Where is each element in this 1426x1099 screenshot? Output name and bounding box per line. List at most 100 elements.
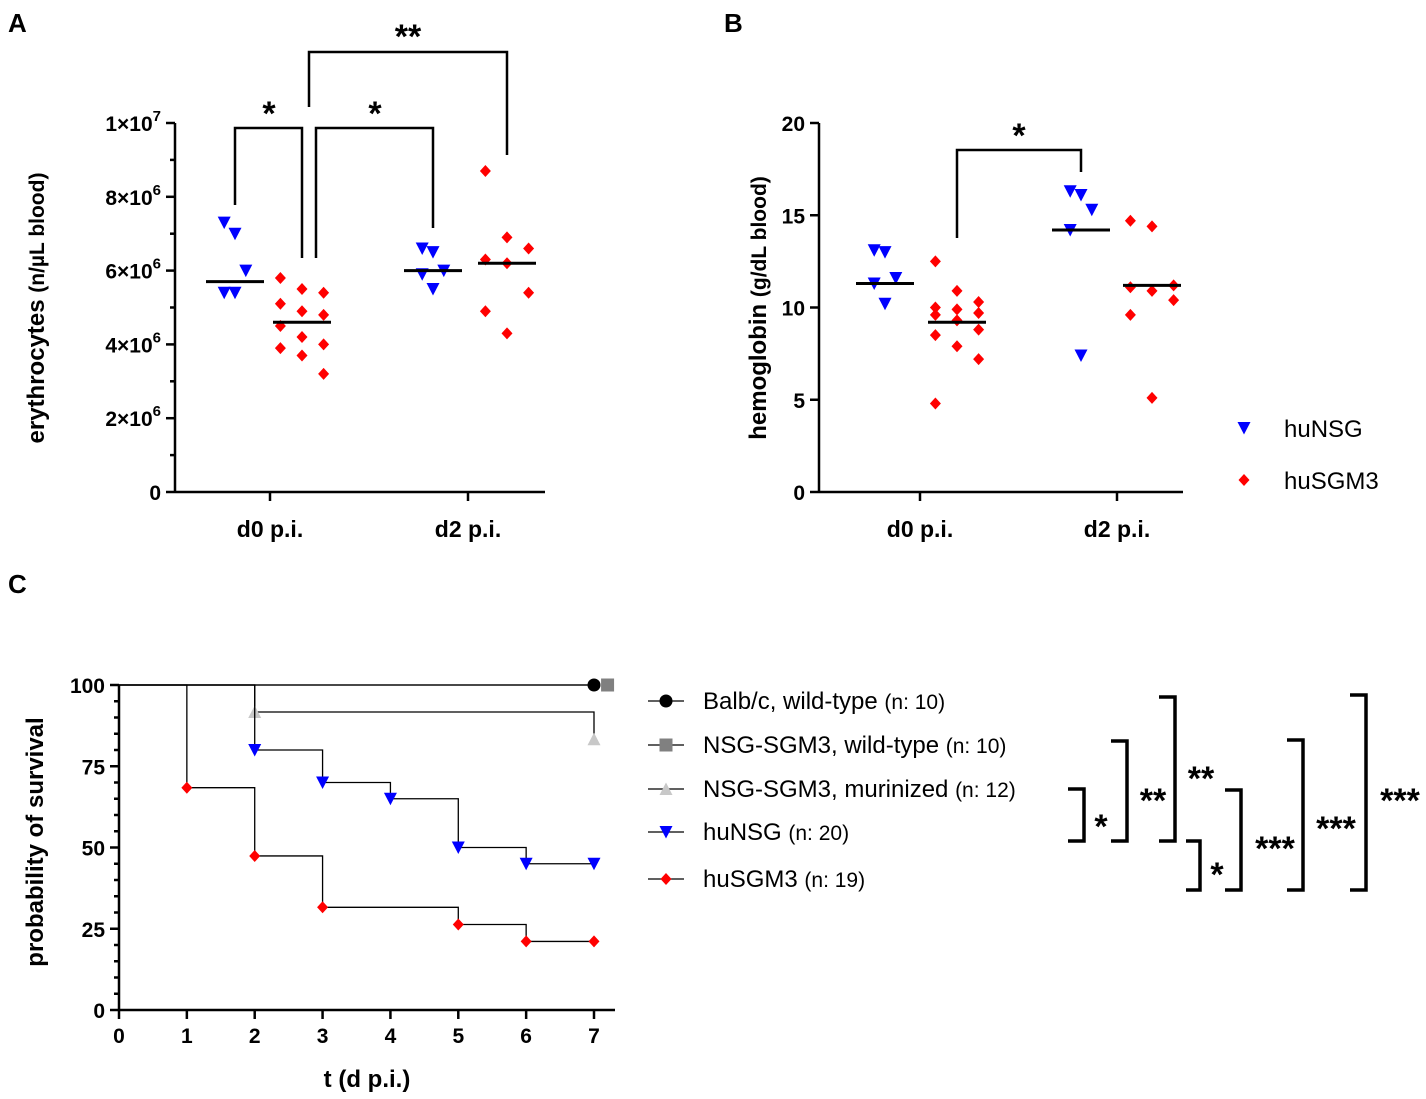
legend-huSGM3-marker <box>1238 474 1250 486</box>
panel-a-category-label: d0 p.i. <box>237 516 303 542</box>
panel-a-y-title: erythrocytes (n/µL blood) <box>23 173 50 444</box>
panel-a-label: A <box>8 8 27 38</box>
legend-c-marker <box>660 873 672 885</box>
sig-bracket-c <box>1068 787 1086 843</box>
survival-marker-husgm3 <box>452 918 464 931</box>
legend-c-label: huNSG (n: 20) <box>703 819 849 846</box>
panel-a-point-huNSG <box>217 216 231 230</box>
panel-a-point-huSGM3 <box>501 327 513 340</box>
panel-b-point-huNSG <box>1074 349 1088 362</box>
panel-c-x-tick-label: 1 <box>181 1025 193 1048</box>
sig-bracket-c <box>1159 695 1177 843</box>
panel-c-x-tick-label: 7 <box>588 1025 600 1048</box>
panel-c-x-tick-label: 0 <box>113 1025 125 1048</box>
panel-c-y-tick-label: 100 <box>70 675 105 698</box>
panel-a-point-huSGM3 <box>479 305 491 318</box>
survival-marker-hunsg <box>316 776 330 789</box>
panel-a-point-huSGM3 <box>501 231 513 244</box>
survival-line-hunsg <box>119 684 594 865</box>
sig-label-c: ** <box>1140 782 1167 820</box>
panel-a-point-huNSG <box>415 242 429 255</box>
panel-b-sig-label: * <box>1012 117 1026 155</box>
panel-b-sig-bracket <box>955 148 1083 238</box>
panel-a-sig-bracket <box>233 126 304 258</box>
panel-b-point-huSGM3 <box>1168 294 1180 307</box>
panel-a-point-huSGM3 <box>523 242 535 255</box>
sig-label-c: *** <box>1380 782 1420 820</box>
sig-label-c: ** <box>1188 760 1215 798</box>
panel-b-point-huSGM3 <box>1124 308 1136 321</box>
panel-b-point-huSGM3 <box>929 397 941 410</box>
panel-b-y-title: hemoglobin (g/dL blood) <box>745 176 772 440</box>
panel-b-point-huSGM3 <box>1146 391 1158 404</box>
survival-line-nsg-sgm3-murinized <box>119 684 595 740</box>
panel-a-point-huSGM3 <box>296 283 308 296</box>
panel-c-x-tick-label: 3 <box>317 1025 329 1048</box>
panel-b-point-huNSG <box>878 297 892 311</box>
survival-marker-husgm3 <box>249 849 261 862</box>
panel-b-point-huSGM3 <box>929 329 941 342</box>
panel-a-point-huNSG <box>239 264 253 278</box>
panel-b-point-huSGM3 <box>951 314 963 327</box>
panel-c-label: C <box>8 569 27 599</box>
panel-b-label: B <box>724 8 743 38</box>
panel-a-y-tick-label: 2×106 <box>105 403 161 431</box>
panel-c-x-tick-label: 2 <box>249 1025 261 1048</box>
panel-c-x-title: t (d p.i.) <box>324 1066 411 1093</box>
sig-label-c: * <box>1094 808 1108 846</box>
panel-b-point-huSGM3 <box>973 323 985 336</box>
panel-a-point-huSGM3 <box>479 164 491 177</box>
panel-c-y-tick-label: 0 <box>93 1000 105 1023</box>
panel-a-point-huSGM3 <box>274 342 286 355</box>
panel-a-sig-label: * <box>368 95 382 133</box>
panel-a-sig-label: * <box>262 95 276 133</box>
panel-b-point-huSGM3 <box>929 301 941 314</box>
panel-b-point-huSGM3 <box>1124 214 1136 227</box>
survival-marker-husgm3 <box>317 901 329 914</box>
panel-b-point-huNSG <box>1085 203 1099 217</box>
panel-b-y-tick-label: 15 <box>782 205 806 228</box>
panel-a-y-tick-label: 4×106 <box>105 329 161 357</box>
sig-bracket-c <box>1287 738 1305 892</box>
panel-a-point-huSGM3 <box>318 338 330 351</box>
panel-b-point-huNSG <box>867 244 881 257</box>
panel-c: C 0 25 50 75 100 0 1 2 3 4 5 6 7 t (d p.i.) probability… <box>8 569 1421 1093</box>
legend-c-marker <box>659 694 673 708</box>
panel-a-point-huNSG <box>228 286 242 300</box>
panel-b-y-tick-label: 0 <box>793 482 805 505</box>
panel-b-point-huNSG <box>1063 185 1077 198</box>
panel-c-x-tick-label: 5 <box>452 1025 464 1048</box>
panel-a-point-huSGM3 <box>296 331 308 344</box>
panel-b-category-label: d2 p.i. <box>1084 516 1150 542</box>
panel-a-sig-bracket <box>307 50 509 155</box>
panel-b-point-huSGM3 <box>973 307 985 320</box>
panel-b-point-huSGM3 <box>1146 284 1158 297</box>
sig-label-c: * <box>1210 856 1224 894</box>
survival-marker-husgm3 <box>181 781 193 794</box>
panel-c-y-tick-label: 75 <box>82 756 106 779</box>
panel-a-category-label: d2 p.i. <box>435 516 501 542</box>
legend-c-label: huSGM3 (n: 19) <box>703 866 865 893</box>
panel-b-point-huSGM3 <box>1124 281 1136 294</box>
legend-c-label: Balb/c, wild-type (n: 10) <box>703 688 945 715</box>
panel-c-x-tick-label: 6 <box>520 1025 532 1048</box>
survival-marker-hunsg <box>451 841 465 854</box>
sig-label-c: *** <box>1255 830 1295 868</box>
legend-c-label: NSG-SGM3, murinized (n: 12) <box>703 776 1016 803</box>
panel-b-point-huSGM3 <box>1146 220 1158 233</box>
panel-b-point-huSGM3 <box>973 353 985 366</box>
panel-b-category-label: d0 p.i. <box>887 516 953 542</box>
panel-a-sig-label: ** <box>395 18 422 56</box>
survival-marker-hunsg <box>248 744 262 757</box>
panel-b: B 0 5 10 15 20 d0 p.i. d2 p.i. hemoglobin (g/dL … <box>724 8 1379 542</box>
panel-a-point-huSGM3 <box>274 297 286 310</box>
panel-a-sig-bracket <box>314 126 435 258</box>
survival-line-husgm3 <box>119 684 594 943</box>
panel-a-point-huSGM3 <box>296 305 308 318</box>
panel-c-x-tick-label: 4 <box>385 1025 397 1048</box>
survival-marker-hunsg <box>519 857 533 871</box>
legend-huNSG-label: huNSG <box>1284 416 1363 443</box>
survival-marker-nsg-sgm3-murinized <box>587 732 601 746</box>
sig-bracket-c <box>1186 839 1202 892</box>
panel-b-y-tick-label: 10 <box>782 298 805 321</box>
